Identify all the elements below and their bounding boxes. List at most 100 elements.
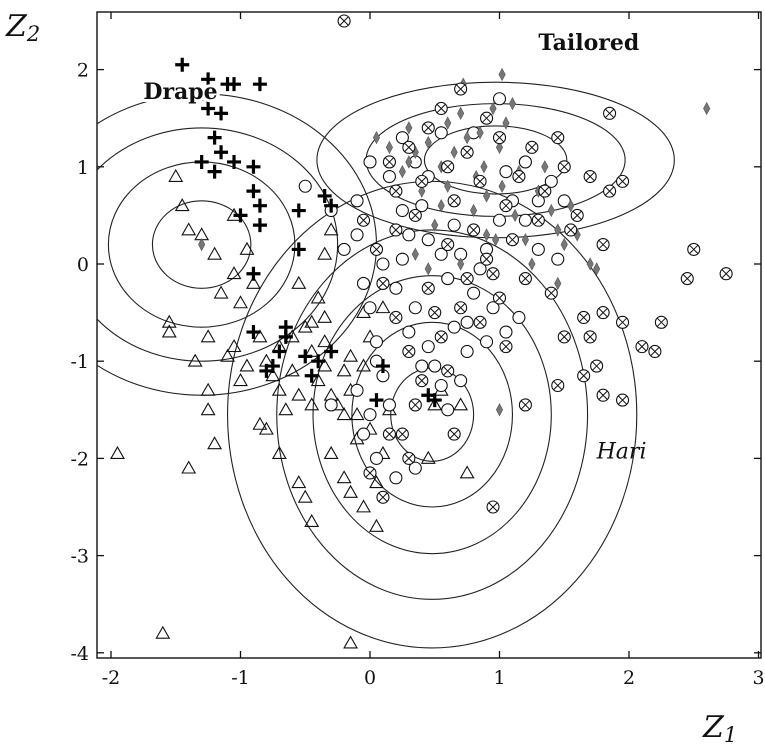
point-triangle [284, 363, 300, 377]
point-plus [246, 184, 261, 199]
point-circle-cross-x [475, 317, 485, 327]
point-triangle [174, 198, 190, 212]
point-diamond [586, 257, 594, 271]
point-plus [324, 344, 339, 359]
x-tick-label: -1 [231, 667, 250, 689]
point-circle [467, 286, 481, 300]
point-triangle [317, 309, 333, 323]
point-diamond [411, 247, 419, 261]
point-plus [272, 344, 287, 359]
axis-titles: Z2 Z1 [5, 9, 737, 746]
point-circle-cross-x [481, 254, 492, 264]
point-diamond [483, 189, 491, 203]
point-diamond [508, 96, 516, 111]
point-triangle [317, 358, 333, 372]
point-circle-cross-x [488, 269, 498, 279]
point-circle-cross-x [443, 366, 453, 376]
y-tick-label: -3 [70, 546, 89, 568]
point-diamond [405, 121, 413, 135]
point-triangle [317, 334, 333, 348]
point-triangle [304, 314, 320, 328]
point-circle [382, 169, 396, 184]
point-circle-cross-x [656, 317, 666, 327]
point-circle-cross-x [520, 273, 530, 284]
point-diamond [528, 257, 536, 271]
point-circle [447, 218, 461, 232]
point-circle-cross-x [339, 16, 349, 26]
point-circle [363, 408, 377, 422]
point-triangle [356, 499, 371, 513]
point-plus [227, 77, 242, 92]
point-diamond [593, 262, 601, 276]
point-circle [460, 344, 474, 359]
point-circle-cross-x [604, 186, 615, 196]
point-circle-cross-x [423, 123, 433, 133]
point-circle-cross-x [501, 201, 511, 211]
point-triangle [323, 222, 339, 236]
point-circle [531, 242, 545, 256]
point-circle-cross-x [371, 244, 382, 255]
point-plus [175, 57, 190, 72]
point-triangle [304, 513, 320, 528]
point-circle [324, 398, 338, 412]
point-plus [317, 188, 332, 203]
point-triangle [427, 397, 443, 411]
point-triangle [453, 397, 469, 411]
point-circle-cross-x [689, 244, 699, 255]
point-circle [376, 257, 390, 271]
point-circle-cross-x [527, 142, 537, 152]
point-circle-cross-x [456, 303, 466, 313]
point-diamond [483, 228, 491, 242]
point-triangle [239, 358, 255, 372]
point-diamond [547, 203, 555, 218]
point-triangle [233, 373, 248, 387]
point-diamond [418, 184, 426, 198]
point-diamond [489, 101, 497, 116]
point-plus [233, 208, 248, 223]
annotation-tailored: Tailored [538, 30, 639, 56]
point-circle [389, 281, 403, 295]
point-diamond [444, 116, 452, 130]
point-circle-cross-x [462, 273, 472, 284]
point-circle-cross-x [559, 162, 569, 172]
point-diamond [498, 179, 506, 193]
point-triangle [336, 470, 352, 484]
point-plus [304, 368, 319, 383]
point-circle-cross-x [378, 492, 388, 502]
point-circle-cross-x [443, 239, 453, 250]
point-circle-cross-x [436, 103, 446, 114]
point-triangle [226, 339, 242, 353]
contour-ellipse-tailored [423, 125, 568, 195]
point-circle-cross-x [540, 186, 550, 196]
point-diamond [492, 233, 500, 247]
point-triangle [343, 484, 359, 498]
point-circle-cross-x [598, 308, 608, 318]
point-circle [479, 335, 494, 349]
point-triangle [207, 436, 223, 450]
point-circle [395, 203, 409, 218]
point-diamond [398, 165, 406, 179]
point-plus [252, 198, 267, 213]
point-triangle [349, 407, 365, 421]
point-plus [246, 159, 261, 174]
point-plus [291, 203, 306, 218]
point-circle [363, 301, 377, 315]
point-plus [298, 349, 313, 364]
point-circle-cross-x [384, 157, 395, 167]
point-triangle [239, 241, 255, 255]
x-tick-label: 3 [752, 667, 764, 689]
point-diamond [521, 233, 529, 247]
point-triangle [187, 353, 203, 367]
data-points [110, 14, 733, 649]
point-circle-cross-x [520, 400, 530, 410]
point-circle [441, 403, 455, 417]
point-circle [395, 252, 409, 266]
point-triangle [336, 363, 352, 377]
point-diamond [495, 140, 504, 154]
point-triangle [252, 416, 268, 430]
point-circle [492, 92, 507, 106]
point-circle-cross-x [559, 332, 569, 342]
point-circle [486, 301, 500, 315]
point-circle [395, 131, 409, 145]
point-circle-cross-x [443, 162, 453, 172]
